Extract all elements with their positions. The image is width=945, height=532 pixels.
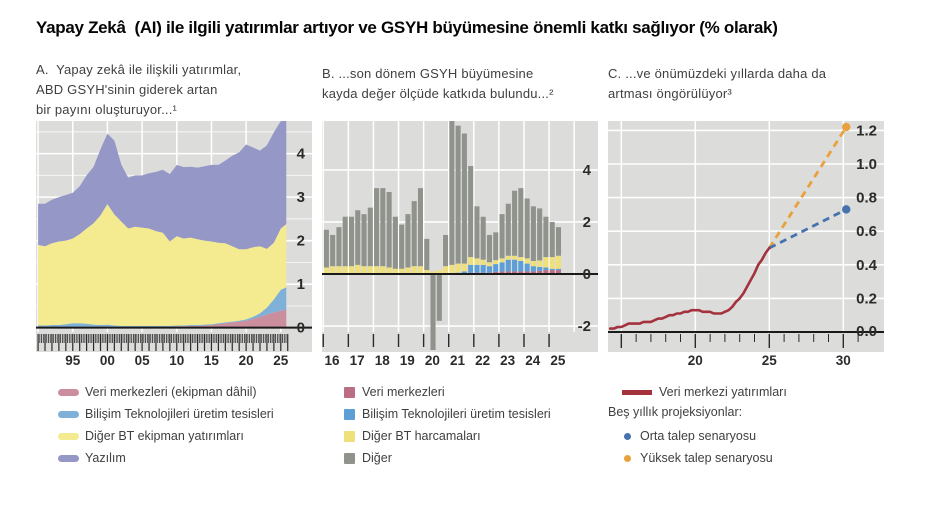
legend-swatch-high-demand-dot xyxy=(624,454,631,462)
legend-note: Beş yıllık projeksiyonlar: xyxy=(608,405,743,419)
svg-text:0: 0 xyxy=(583,266,591,283)
legend-label: Bilişim Teknolojileri üretim tesisleri xyxy=(85,407,274,421)
legend-label: Veri merkezi yatırımları xyxy=(659,385,787,399)
legend-swatch-medium-demand-dot xyxy=(624,432,631,440)
legend-item: Veri merkezleri (ekipman dâhil) xyxy=(58,381,274,403)
svg-text:20: 20 xyxy=(239,353,254,368)
svg-text:19: 19 xyxy=(400,353,415,368)
svg-text:18: 18 xyxy=(375,353,391,368)
legend-item: Veri merkezleri xyxy=(344,381,551,403)
caption-line: C. ...ve önümüzdeki yıllarda daha da xyxy=(608,66,827,81)
legend-item: Diğer xyxy=(344,447,551,469)
svg-text:24: 24 xyxy=(525,353,541,368)
svg-text:1.0: 1.0 xyxy=(856,156,877,173)
legend-swatch-datacenter-investment-line xyxy=(622,389,652,395)
legend-swatch-other-it-equipment xyxy=(58,432,79,440)
svg-text:23: 23 xyxy=(500,353,516,368)
svg-text:0.4: 0.4 xyxy=(856,257,878,274)
legend-swatch-other xyxy=(344,452,355,464)
legend-swatch-software xyxy=(58,454,79,462)
legend-label: Yazılım xyxy=(85,451,126,465)
legend-label: Bilişim Teknolojileri üretim tesisleri xyxy=(362,407,551,421)
svg-text:0.8: 0.8 xyxy=(856,190,877,207)
caption-line: bir payını oluşturuyor...¹ xyxy=(36,102,178,117)
legend-swatch-it-manufacturing xyxy=(58,410,79,418)
legend-label: Veri merkezleri xyxy=(362,385,445,399)
panel-b-legend: Veri merkezleri Bilişim Teknolojileri ür… xyxy=(344,381,551,469)
caption-line: A. Yapay zekâ ile ilişkili yatırımlar, xyxy=(36,62,242,77)
svg-text:0: 0 xyxy=(297,320,305,337)
legend-item: Bilişim Teknolojileri üretim tesisleri xyxy=(58,403,274,425)
svg-text:2: 2 xyxy=(583,214,591,231)
panel-c-legend: Veri merkezi yatırımları Beş yıllık proj… xyxy=(608,381,787,469)
svg-text:20: 20 xyxy=(425,353,440,368)
svg-text:4: 4 xyxy=(297,146,306,163)
svg-text:-2: -2 xyxy=(578,318,591,335)
panel-a-chart: 95 00 05 10 15 20 25 0 1 2 3 4 xyxy=(36,121,312,368)
svg-text:22: 22 xyxy=(475,353,490,368)
legend-label: Diğer xyxy=(362,451,392,465)
figure-title: Yapay Zekâ (AI) ile ilgili yatırımlar ar… xyxy=(36,18,778,37)
panel-c-caption: C. ...ve önümüzdeki yıllarda daha da art… xyxy=(608,64,900,104)
legend-item: Diğer BT ekipman yatırımları xyxy=(58,425,274,447)
svg-text:2: 2 xyxy=(297,233,305,250)
legend-item: Yazılım xyxy=(58,447,274,469)
legend-label: Yüksek talep senaryosu xyxy=(640,451,773,465)
legend-item: Diğer BT harcamaları xyxy=(344,425,551,447)
svg-text:1: 1 xyxy=(297,276,305,293)
svg-text:0.6: 0.6 xyxy=(856,223,877,240)
panel-c-chart: 20 25 30 0.0 0.2 0.4 0.6 0.8 1.0 1.2 xyxy=(608,121,884,368)
legend-label: Diğer BT harcamaları xyxy=(362,429,481,443)
svg-text:10: 10 xyxy=(169,353,184,368)
legend-swatch-it-manufacturing xyxy=(344,408,355,420)
svg-text:30: 30 xyxy=(836,353,851,368)
svg-text:20: 20 xyxy=(688,353,703,368)
svg-text:16: 16 xyxy=(325,353,341,368)
legend-item: Bilişim Teknolojileri üretim tesisleri xyxy=(344,403,551,425)
panel-b-caption: B. ...son dönem GSYH büyümesine kayda de… xyxy=(322,64,614,104)
caption-line: ABD GSYH'sinin giderek artan xyxy=(36,82,218,97)
caption-line: B. ...son dönem GSYH büyümesine xyxy=(322,66,534,81)
legend-item: Veri merkezi yatırımları xyxy=(622,381,787,403)
svg-text:0.0: 0.0 xyxy=(856,323,877,340)
legend-item: Orta talep senaryosu xyxy=(624,425,787,447)
panel-a-legend: Veri merkezleri (ekipman dâhil) Bilişim … xyxy=(58,381,274,469)
legend-label: Veri merkezleri (ekipman dâhil) xyxy=(85,385,257,399)
svg-text:25: 25 xyxy=(550,353,566,368)
legend-swatch-datacenters xyxy=(58,388,79,396)
svg-text:05: 05 xyxy=(135,353,151,368)
svg-text:1.2: 1.2 xyxy=(856,122,877,139)
svg-text:25: 25 xyxy=(273,353,289,368)
svg-text:17: 17 xyxy=(350,353,365,368)
svg-text:95: 95 xyxy=(65,353,81,368)
caption-line: artması öngörülüyor³ xyxy=(608,86,732,101)
svg-text:21: 21 xyxy=(450,353,466,368)
legend-swatch-other-it-spending xyxy=(344,430,355,442)
legend-item: Yüksek talep senaryosu xyxy=(624,447,787,469)
svg-text:25: 25 xyxy=(762,353,778,368)
legend-label: Orta talep senaryosu xyxy=(640,429,757,443)
legend-swatch-datacenters xyxy=(344,386,355,398)
svg-text:0.2: 0.2 xyxy=(856,290,877,307)
caption-line: kayda değer ölçüde katkıda bulundu...² xyxy=(322,86,554,101)
panel-a-caption: A. Yapay zekâ ile ilişkili yatırımlar, A… xyxy=(36,60,328,120)
svg-text:3: 3 xyxy=(297,189,305,206)
svg-text:4: 4 xyxy=(583,162,592,179)
legend-label: Diğer BT ekipman yatırımları xyxy=(85,429,244,443)
svg-text:15: 15 xyxy=(204,353,220,368)
svg-text:00: 00 xyxy=(100,353,115,368)
